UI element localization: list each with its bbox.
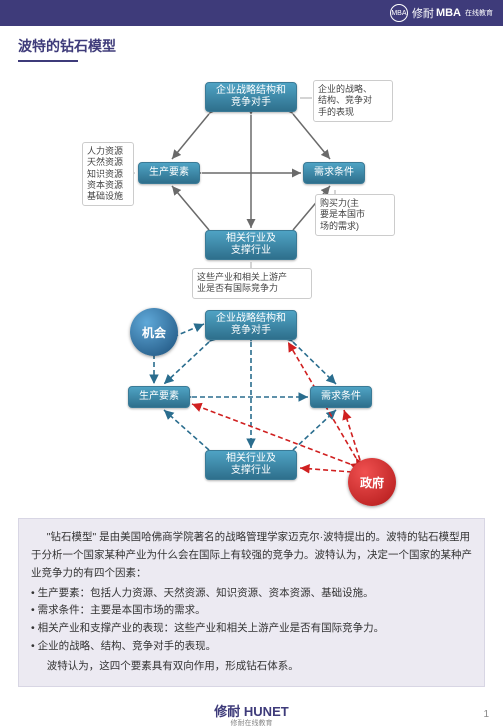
- footer-sub: 修耐在线教育: [0, 718, 503, 728]
- annotation-leftnote: 人力资源天然资源知识资源资本资源基础设施: [82, 142, 134, 206]
- circle-gov: 政府: [348, 458, 396, 506]
- desc-intro: "钻石模型" 是由美国哈佛商学院著名的战略管理学家迈克尔·波特提出的。波特的钻石…: [31, 529, 472, 583]
- diamond-node-left: 生产要素: [138, 162, 200, 184]
- header-mba: MBA: [436, 7, 461, 19]
- desc-bullet-list: 生产要素：包括人力资源、天然资源、知识资源、资本资源、基础设施。需求条件：主要是…: [31, 585, 472, 656]
- diamond-node-left: 生产要素: [128, 386, 190, 408]
- header-brand: 修耐: [412, 5, 434, 21]
- desc-bullet: 相关产业和支撑产业的表现：这些产业和相关上游产业是否有国际竞争力。: [31, 620, 472, 638]
- header-bar: MBA 修耐 MBA 在线教育: [0, 0, 503, 26]
- desc-bullet: 企业的战略、结构、竞争对手的表现。: [31, 638, 472, 656]
- diamond-diagram-2: 企业战略结构和竞争对手生产要素 需求条件相关行业及支撑行业 机会政府: [0, 300, 503, 510]
- annotation-rightnote: 购买力(主要是本国市场的需求): [315, 194, 395, 236]
- diamond-node-right: 需求条件: [303, 162, 365, 184]
- annotation-topright: 企业的战略、结构、竞争对手的表现: [313, 80, 393, 122]
- desc-bullet: 需求条件：主要是本国市场的需求。: [31, 602, 472, 620]
- diamond-node-right: 需求条件: [310, 386, 372, 408]
- description-box: "钻石模型" 是由美国哈佛商学院著名的战略管理学家迈克尔·波特提出的。波特的钻石…: [18, 518, 485, 687]
- header-subtext: 在线教育: [465, 10, 493, 17]
- page-number: 1: [483, 709, 489, 720]
- diamond-diagram-1: 企业战略结构和竞争对手生产要素 需求条件相关行业及支撑行业 企业的战略、结构、竞争…: [0, 70, 503, 300]
- circle-chance: 机会: [130, 308, 178, 356]
- desc-bullet: 生产要素：包括人力资源、天然资源、知识资源、资本资源、基础设施。: [31, 585, 472, 603]
- title-underline: [18, 60, 78, 62]
- diamond-node-bottom: 相关行业及支撑行业: [205, 450, 297, 480]
- desc-outro: 波特认为，这四个要素具有双向作用，形成钻石体系。: [31, 658, 472, 676]
- header-logo-icon: MBA: [390, 4, 408, 22]
- diamond-node-bottom: 相关行业及支撑行业: [205, 230, 297, 260]
- diamond-node-top: 企业战略结构和竞争对手: [205, 310, 297, 340]
- page-title: 波特的钻石模型: [0, 26, 503, 60]
- diamond-node-top: 企业战略结构和竞争对手: [205, 82, 297, 112]
- annotation-bottomnote: 这些产业和相关上游产业是否有国际竞争力: [192, 268, 312, 299]
